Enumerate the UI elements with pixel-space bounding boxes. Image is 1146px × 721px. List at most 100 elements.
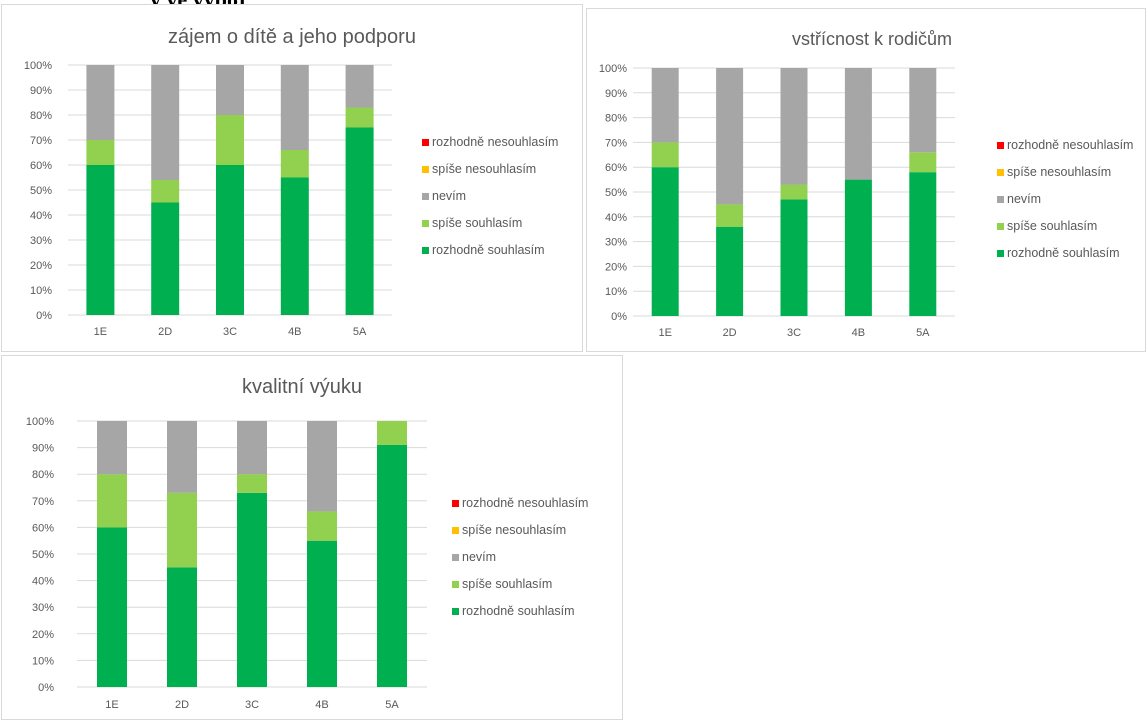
bar-segment	[167, 567, 197, 687]
legend-label: rozhodně souhlasím	[1007, 246, 1120, 260]
chart-title: kvalitní výuku	[242, 376, 362, 398]
y-tick-label: 30%	[30, 235, 52, 247]
x-category-label: 1E	[105, 699, 118, 711]
y-tick-label: 20%	[605, 261, 627, 273]
legend-swatch	[422, 139, 429, 146]
legend-label: rozhodně nesouhlasím	[432, 135, 558, 149]
y-tick-label: 90%	[30, 85, 52, 97]
legend-swatch	[422, 247, 429, 254]
chart-openness-parents: vstřícnost k rodičům 0% 10% 20% 30% 40% 50% 60%…	[599, 29, 1134, 339]
bar-segment	[97, 527, 127, 687]
bar-segment	[716, 226, 744, 316]
legend-label: spíše souhlasím	[432, 216, 522, 230]
bar-segment	[307, 421, 337, 512]
legend-swatch	[997, 223, 1004, 230]
bar-segment	[151, 202, 180, 315]
legend-label: spíše nesouhlasím	[1007, 165, 1111, 179]
chart-title: zájem o dítě a jeho podporu	[168, 26, 416, 48]
y-tick-label: 60%	[30, 160, 52, 172]
legend-swatch	[452, 527, 459, 534]
legend-label: rozhodně souhlasím	[462, 604, 575, 618]
legend-swatch	[997, 250, 1004, 257]
legend-label: spíše souhlasím	[1007, 219, 1097, 233]
chart-panel-parents: vstřícnost k rodičům 0% 10% 20% 30% 40% 50% 60%…	[586, 8, 1146, 352]
bar-segment	[377, 444, 407, 687]
bar-segment	[377, 421, 407, 445]
x-category-label: 2D	[175, 699, 189, 711]
bar-segment	[237, 421, 267, 475]
bar-segment	[97, 421, 127, 475]
x-category-label: 5A	[385, 699, 399, 711]
legend-swatch	[452, 554, 459, 561]
bar-segment	[909, 152, 937, 173]
y-tick-label: 100%	[26, 416, 54, 428]
bar-segment	[307, 540, 337, 687]
chart-title: vstřícnost k rodičům	[792, 29, 952, 49]
x-category-label: 4B	[315, 699, 328, 711]
legend-swatch	[422, 193, 429, 200]
y-tick-label: 10%	[605, 286, 627, 298]
y-tick-label: 50%	[30, 185, 52, 197]
bar-segment	[844, 68, 872, 180]
bar-segment	[280, 177, 309, 315]
y-tick-label: 100%	[599, 63, 627, 75]
x-category-label: 3C	[223, 326, 237, 338]
x-category-label: 5A	[353, 326, 367, 338]
x-category-label: 3C	[245, 699, 259, 711]
bar-segment	[280, 65, 309, 150]
y-tick-label: 30%	[32, 602, 54, 614]
legend-label: rozhodně nesouhlasím	[462, 496, 588, 510]
y-tick-label: 80%	[30, 110, 52, 122]
x-category-label: 1E	[94, 326, 107, 338]
x-category-label: 4B	[288, 326, 301, 338]
legend-label: spíše nesouhlasím	[432, 162, 536, 176]
bar-segment	[97, 474, 127, 528]
bar-segment	[167, 421, 197, 493]
bar-segment	[780, 68, 808, 185]
x-category-label: 4B	[852, 327, 865, 339]
bar-segment	[86, 165, 115, 315]
y-tick-label: 70%	[605, 137, 627, 149]
y-tick-label: 40%	[30, 210, 52, 222]
x-category-label: 5A	[916, 327, 930, 339]
x-category-label: 3C	[787, 327, 801, 339]
bar-segment	[237, 474, 267, 493]
bar-segment	[86, 140, 115, 165]
legend-swatch	[997, 169, 1004, 176]
bar-segment	[651, 68, 679, 143]
y-tick-label: 90%	[605, 88, 627, 100]
legend-swatch	[997, 196, 1004, 203]
legend-swatch	[452, 581, 459, 588]
chart-quality-teaching: kvalitní výuku 0% 10% 20% 30% 40% 50% 60% 70% 80%…	[26, 376, 589, 711]
bar-segment	[909, 68, 937, 153]
y-tick-label: 80%	[605, 113, 627, 125]
bar-segment	[216, 115, 244, 165]
bar-segment	[909, 172, 937, 316]
bar-segment	[780, 184, 808, 200]
y-tick-label: 50%	[605, 187, 627, 199]
bar-segment	[151, 65, 180, 180]
y-tick-label: 20%	[30, 260, 52, 272]
bar-segment	[651, 167, 679, 316]
legend-swatch	[422, 166, 429, 173]
bar-segment	[345, 107, 374, 128]
bar-segment	[151, 180, 180, 203]
x-category-label: 2D	[723, 327, 737, 339]
bar-segment	[280, 150, 309, 178]
chart-panel-interest: zájem o dítě a jeho podporu 0% 10% 20% 30% 40…	[1, 4, 583, 352]
legend-label: spíše souhlasím	[462, 577, 552, 591]
legend-swatch	[997, 142, 1004, 149]
y-tick-label: 70%	[30, 135, 52, 147]
legend-label: rozhodně souhlasím	[432, 243, 545, 257]
legend-swatch	[452, 500, 459, 507]
bar-segment	[780, 199, 808, 316]
bar-segment	[86, 65, 115, 140]
y-tick-label: 100%	[24, 60, 52, 72]
y-tick-label: 60%	[32, 522, 54, 534]
chart-interest-support: zájem o dítě a jeho podporu 0% 10% 20% 30% 40…	[24, 26, 559, 338]
y-tick-label: 80%	[32, 469, 54, 481]
bar-segment	[716, 68, 744, 205]
y-tick-label: 50%	[32, 549, 54, 561]
bar-segment	[237, 492, 267, 687]
bar-segment	[167, 492, 197, 568]
